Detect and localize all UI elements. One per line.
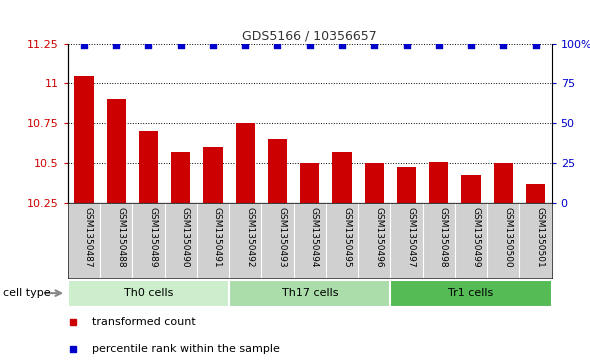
- Bar: [365, 163, 384, 203]
- Bar: [429, 162, 448, 203]
- Bar: [171, 152, 191, 203]
- Bar: [74, 76, 94, 203]
- Text: Tr1 cells: Tr1 cells: [448, 288, 494, 298]
- Bar: [332, 152, 352, 203]
- Point: [305, 42, 314, 48]
- Bar: [204, 147, 222, 203]
- Text: percentile rank within the sample: percentile rank within the sample: [92, 344, 280, 354]
- Bar: [526, 184, 545, 203]
- Text: Th0 cells: Th0 cells: [124, 288, 173, 298]
- Point: [337, 42, 347, 48]
- Bar: [229, 280, 391, 307]
- Text: GSM1350491: GSM1350491: [213, 207, 222, 268]
- Text: GSM1350489: GSM1350489: [149, 207, 158, 268]
- Text: GSM1350487: GSM1350487: [84, 207, 93, 268]
- Point: [112, 42, 121, 48]
- Point: [434, 42, 444, 48]
- Text: GSM1350490: GSM1350490: [181, 207, 190, 268]
- Point: [208, 42, 218, 48]
- Point: [273, 42, 282, 48]
- Text: GSM1350488: GSM1350488: [116, 207, 125, 268]
- Bar: [139, 131, 158, 203]
- Bar: [235, 123, 255, 203]
- Text: GSM1350496: GSM1350496: [374, 207, 384, 268]
- Point: [531, 42, 540, 48]
- Point: [144, 42, 153, 48]
- Text: GSM1350501: GSM1350501: [536, 207, 545, 268]
- Text: cell type: cell type: [3, 288, 51, 298]
- Bar: [268, 139, 287, 203]
- Bar: [397, 167, 416, 203]
- Bar: [494, 163, 513, 203]
- Text: GSM1350493: GSM1350493: [277, 207, 287, 268]
- Bar: [107, 99, 126, 203]
- Point: [176, 42, 185, 48]
- Bar: [461, 175, 481, 203]
- Text: GSM1350495: GSM1350495: [342, 207, 351, 268]
- Text: GSM1350498: GSM1350498: [439, 207, 448, 268]
- Point: [402, 42, 411, 48]
- Point: [79, 42, 88, 48]
- Point: [466, 42, 476, 48]
- Bar: [68, 280, 229, 307]
- Point: [369, 42, 379, 48]
- Text: transformed count: transformed count: [92, 317, 196, 327]
- Text: GSM1350494: GSM1350494: [310, 207, 319, 268]
- Title: GDS5166 / 10356657: GDS5166 / 10356657: [242, 29, 377, 42]
- Point: [241, 42, 250, 48]
- Text: Th17 cells: Th17 cells: [281, 288, 338, 298]
- Point: [499, 42, 508, 48]
- Text: GSM1350492: GSM1350492: [245, 207, 254, 268]
- Text: GSM1350499: GSM1350499: [471, 207, 480, 268]
- Bar: [391, 280, 552, 307]
- Text: GSM1350500: GSM1350500: [503, 207, 512, 268]
- Text: GSM1350497: GSM1350497: [407, 207, 415, 268]
- Bar: [300, 163, 319, 203]
